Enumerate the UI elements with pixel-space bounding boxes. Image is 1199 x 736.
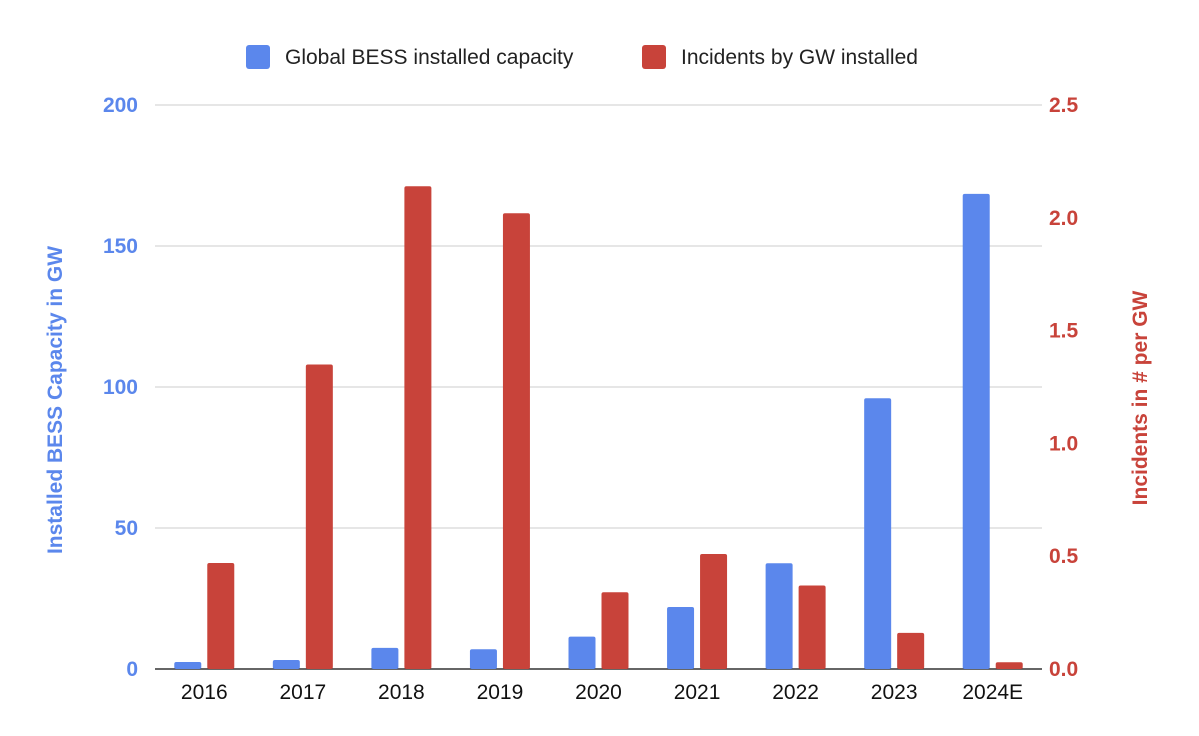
x-tick-label: 2018 bbox=[378, 681, 425, 704]
bar-incidents-2018 bbox=[404, 186, 432, 669]
bar-incidents-2020 bbox=[601, 592, 629, 669]
legend-label-incidents: Incidents by GW installed bbox=[681, 46, 918, 69]
bar-capacity-2019 bbox=[469, 649, 497, 669]
right-tick-label: 2.5 bbox=[1049, 94, 1079, 117]
right-tick-label: 0.0 bbox=[1049, 658, 1078, 681]
bar-capacity-2024E bbox=[962, 193, 990, 669]
gridlines bbox=[155, 104, 1042, 670]
legend-swatch-capacity bbox=[246, 45, 270, 69]
x-tick-label: 2016 bbox=[181, 681, 228, 704]
left-tick-label: 100 bbox=[103, 376, 138, 399]
bar-capacity-2016 bbox=[174, 661, 202, 669]
right-tick-label: 1.5 bbox=[1049, 320, 1079, 343]
legend: Global BESS installed capacity Incidents… bbox=[246, 45, 918, 69]
bar-capacity-2021 bbox=[667, 606, 695, 669]
legend-label-capacity: Global BESS installed capacity bbox=[285, 46, 574, 69]
bar-incidents-2017 bbox=[305, 364, 333, 669]
bar-incidents-2016 bbox=[207, 562, 235, 669]
bar-capacity-2022 bbox=[765, 563, 793, 669]
x-tick-label: 2017 bbox=[279, 681, 326, 704]
bar-incidents-2021 bbox=[700, 553, 728, 669]
bar-incidents-2024E bbox=[995, 662, 1023, 669]
right-axis-ticks: 0.0 0.5 1.0 1.5 2.0 2.5 bbox=[1049, 94, 1079, 681]
left-tick-label: 0 bbox=[126, 658, 138, 681]
bar-capacity-2020 bbox=[568, 636, 596, 669]
x-tick-label: 2023 bbox=[871, 681, 918, 704]
right-tick-label: 1.0 bbox=[1049, 432, 1078, 455]
x-tick-label: 2020 bbox=[575, 681, 622, 704]
left-axis-title: Installed BESS Capacity in GW bbox=[44, 246, 67, 554]
left-axis-ticks: 0 50 100 150 200 bbox=[103, 94, 138, 681]
left-tick-label: 150 bbox=[103, 235, 138, 258]
left-tick-label: 50 bbox=[115, 517, 138, 540]
right-axis-title: Incidents in # per GW bbox=[1129, 290, 1152, 505]
x-tick-label: 2022 bbox=[772, 681, 819, 704]
right-tick-label: 0.5 bbox=[1049, 545, 1079, 568]
bar-incidents-2022 bbox=[798, 585, 826, 669]
legend-swatch-incidents bbox=[642, 45, 666, 69]
bar-incidents-2019 bbox=[502, 213, 530, 669]
bar-capacity-2023 bbox=[864, 398, 892, 669]
x-axis-ticks: 2016 2017 2018 2019 2020 2021 2022 2023 2024E bbox=[181, 681, 1023, 704]
bars-group bbox=[174, 186, 1023, 669]
bar-capacity-2018 bbox=[371, 647, 399, 669]
bar-capacity-2017 bbox=[272, 659, 300, 669]
bar-incidents-2023 bbox=[897, 632, 925, 669]
left-tick-label: 200 bbox=[103, 94, 138, 117]
x-tick-label: 2019 bbox=[477, 681, 524, 704]
right-tick-label: 2.0 bbox=[1049, 207, 1078, 230]
x-tick-label: 2024E bbox=[962, 681, 1023, 704]
x-tick-label: 2021 bbox=[674, 681, 721, 704]
